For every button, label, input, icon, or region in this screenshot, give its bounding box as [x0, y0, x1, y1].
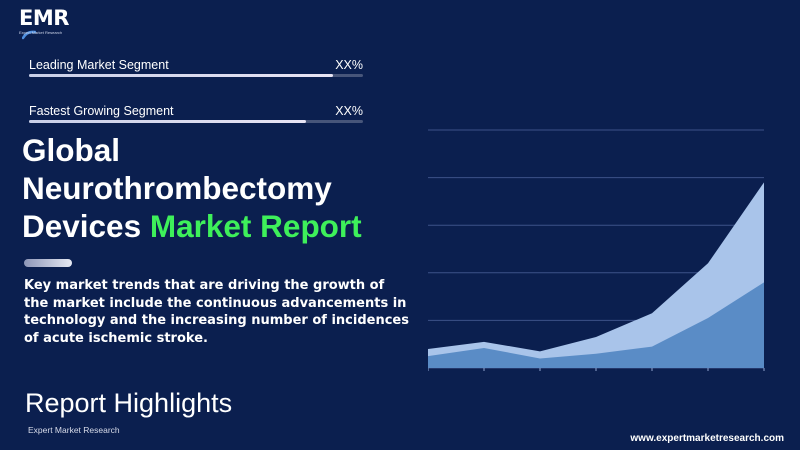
emr-logo — [12, 10, 72, 44]
title-line-3: Devices Market Report — [22, 207, 392, 245]
area-chart — [428, 129, 765, 371]
title-accent: Market Report — [149, 208, 362, 244]
chart-ticks — [428, 368, 765, 371]
leading-segment-fill — [29, 74, 333, 77]
logo-swoosh-icon — [22, 30, 36, 40]
chart-areas — [428, 182, 764, 368]
title-line-3-plain: Devices — [22, 208, 142, 244]
website-link[interactable]: www.expertmarketresearch.com — [630, 433, 784, 444]
logo-subtext: Expert Market Research — [19, 30, 63, 35]
title-line-2: Neurothrombectomy — [22, 170, 332, 206]
logo-text: EMR — [19, 6, 69, 30]
fastest-segment-track — [29, 120, 363, 123]
leading-segment-label: Leading Market Segment — [29, 58, 169, 72]
page-title: Global Neurothrombectomy Devices Market … — [22, 131, 392, 245]
leading-segment-track — [29, 74, 363, 77]
fastest-segment-label: Fastest Growing Segment — [29, 104, 174, 118]
fastest-segment-fill — [29, 120, 307, 123]
title-line-1: Global — [22, 132, 121, 168]
leading-segment-value: XX% — [335, 58, 363, 72]
fastest-segment-value: XX% — [335, 104, 363, 118]
report-highlights-heading: Report Highlights — [25, 388, 233, 418]
divider-pill — [24, 259, 72, 267]
brand-name-small: Expert Market Research — [28, 425, 120, 435]
area-series-upper — [428, 182, 764, 368]
area-series-lower — [428, 282, 764, 368]
market-description: Key market trends that are driving the g… — [24, 278, 409, 346]
